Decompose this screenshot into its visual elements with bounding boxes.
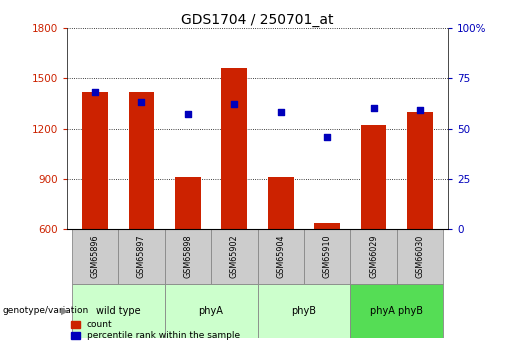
Bar xyxy=(165,229,211,284)
Text: GSM66030: GSM66030 xyxy=(416,235,425,278)
Bar xyxy=(72,284,165,338)
Point xyxy=(370,106,378,111)
Point xyxy=(91,89,99,95)
Text: genotype/variation: genotype/variation xyxy=(3,306,89,315)
Text: GSM65897: GSM65897 xyxy=(137,235,146,278)
Bar xyxy=(72,229,118,284)
Text: ▶: ▶ xyxy=(61,306,68,316)
Text: wild type: wild type xyxy=(96,306,141,316)
Point xyxy=(277,110,285,115)
Text: GSM65904: GSM65904 xyxy=(276,235,285,278)
Text: GSM65910: GSM65910 xyxy=(323,235,332,278)
Text: phyA: phyA xyxy=(199,306,224,316)
Bar xyxy=(258,229,304,284)
Text: GSM65898: GSM65898 xyxy=(183,235,192,278)
Bar xyxy=(350,229,397,284)
Point xyxy=(230,101,238,107)
Bar xyxy=(175,177,200,229)
Text: GSM65896: GSM65896 xyxy=(90,235,99,278)
Bar xyxy=(211,229,258,284)
Bar xyxy=(315,223,340,229)
Bar xyxy=(268,177,294,229)
Text: GSM66029: GSM66029 xyxy=(369,235,378,278)
Text: phyA phyB: phyA phyB xyxy=(370,306,423,316)
Text: GSM65902: GSM65902 xyxy=(230,235,239,278)
Bar xyxy=(397,229,443,284)
Point xyxy=(416,108,424,113)
Bar xyxy=(118,229,165,284)
Bar xyxy=(221,68,247,229)
Point xyxy=(323,134,331,139)
Bar xyxy=(165,284,258,338)
Bar xyxy=(129,91,154,229)
Bar xyxy=(258,284,350,338)
Legend: count, percentile rank within the sample: count, percentile rank within the sample xyxy=(72,320,240,341)
Bar xyxy=(82,91,108,229)
Bar xyxy=(350,284,443,338)
Title: GDS1704 / 250701_at: GDS1704 / 250701_at xyxy=(181,12,334,27)
Text: phyB: phyB xyxy=(291,306,317,316)
Bar xyxy=(361,125,386,229)
Point xyxy=(137,99,145,105)
Point xyxy=(184,112,192,117)
Bar xyxy=(304,229,350,284)
Bar xyxy=(407,112,433,229)
